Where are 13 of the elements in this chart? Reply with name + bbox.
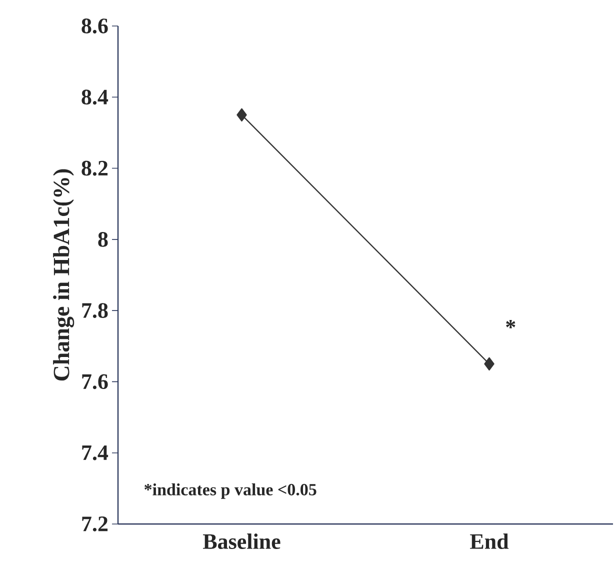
y-tick-label: 7.8 [82,303,108,318]
x-tick-label: Baseline [203,534,280,550]
annotation: * [506,320,516,328]
y-tick-label: 7.2 [82,516,108,532]
y-tick-label: 8.4 [82,90,108,105]
y-tick-label: 8 [98,232,108,247]
x-tick-label: End [470,534,509,550]
y-tick-label: 8.2 [82,160,108,176]
y-tick-label: 7.6 [82,374,108,390]
y-axis-title: Change in HbA1c(%) [53,169,74,381]
y-tick-label: 7.4 [82,445,108,460]
y-tick-label: 8.6 [82,18,108,34]
annotation: *indicates p value <0.05 [144,483,316,499]
